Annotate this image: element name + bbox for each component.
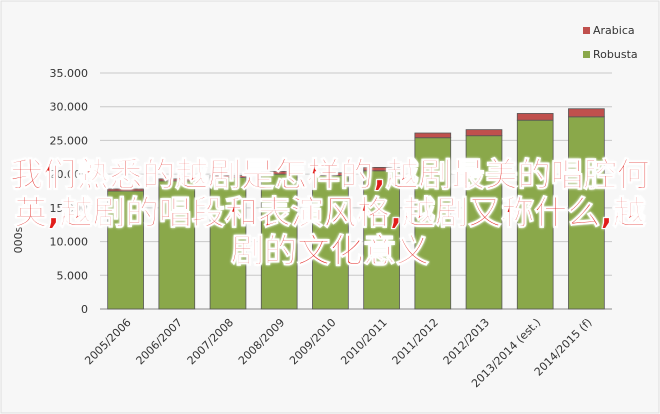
bar-segment — [260, 173, 298, 310]
bar-segment — [260, 171, 298, 175]
bar-segment — [312, 172, 349, 176]
bar-segment — [363, 166, 400, 172]
y-tick-label: 20.000 — [50, 168, 89, 181]
bar-segment — [107, 188, 144, 192]
bar-segment — [516, 113, 554, 121]
bar-segment — [414, 137, 452, 310]
overlay-caption: 我们熟悉的越剧是怎样的,越剧最美的唱腔何英,越剧的唱段和表演风格,越剧又称什么,… — [10, 155, 651, 270]
y-tick-label: 10.000 — [50, 236, 89, 249]
bar-segment — [158, 180, 196, 310]
bar-segment — [209, 177, 247, 310]
bar-segment — [107, 190, 144, 310]
bar-segment — [158, 178, 196, 182]
y-tick-label: 15.000 — [50, 202, 89, 215]
y-tick-label: 30.000 — [50, 101, 89, 114]
bar-segment — [414, 132, 452, 139]
y-tick-label: 0 — [81, 303, 88, 316]
bar-segment — [209, 175, 247, 178]
legend-swatch — [583, 51, 590, 58]
bar-segment — [516, 119, 554, 310]
bar-segment — [465, 135, 503, 310]
bar-segment — [465, 129, 503, 137]
legend-label: Robusta — [593, 48, 638, 61]
bar-segment — [568, 116, 605, 310]
y-tick-label: 35.000 — [50, 67, 89, 80]
y-axis-label: 000s — [12, 226, 25, 253]
legend-label: Arabica — [593, 24, 635, 37]
y-tick-label: 5.000 — [57, 269, 89, 282]
y-tick-label: 25.000 — [50, 134, 89, 147]
bar-segment — [363, 170, 400, 310]
bar-segment — [568, 108, 605, 118]
bar-segment — [312, 175, 349, 310]
legend-swatch — [583, 27, 590, 34]
